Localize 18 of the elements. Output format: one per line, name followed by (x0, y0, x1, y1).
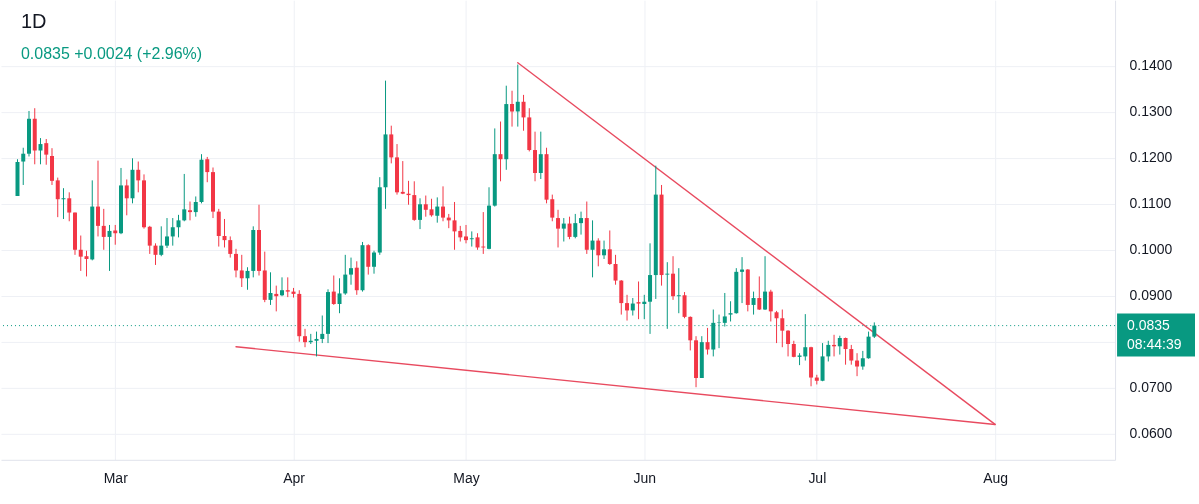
text: 08:44:39 (1127, 335, 1182, 352)
x-tick-label: Mar (103, 470, 129, 487)
text: 1D (20, 10, 47, 33)
y-tick-label: 0.1100 (1129, 195, 1172, 212)
x-tick-label: Apr (283, 470, 306, 487)
y-tick-label: 0.1200 (1129, 149, 1173, 166)
x-tick-label: Jun (633, 470, 657, 487)
y-tick-label: 0.1300 (1129, 103, 1173, 120)
x-tick-label: Aug (983, 470, 1008, 487)
y-tick-label: 0.1400 (1129, 57, 1173, 74)
y-tick-label: 0.0700 (1129, 379, 1173, 396)
x-tick-label: May (453, 470, 480, 487)
y-tick-label: 0.1000 (1129, 241, 1173, 258)
y-tick-label: 0.0600 (1129, 425, 1173, 442)
ref-line-label: 0.0835 (1127, 316, 1171, 333)
x-tick-label: Jul (808, 470, 827, 487)
y-tick-label: 0.0900 (1129, 287, 1173, 304)
text: 0.0835 +0.0024 (+2.96%) (20, 45, 203, 63)
